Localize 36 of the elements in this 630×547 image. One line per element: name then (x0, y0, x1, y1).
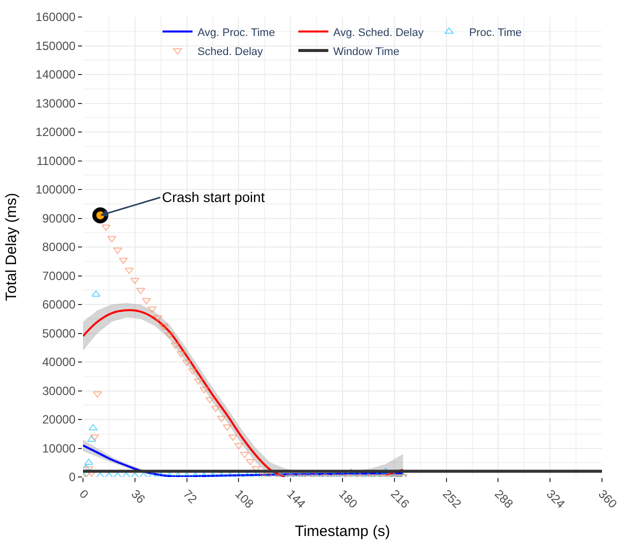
legend-label: Sched. Delay (198, 46, 264, 58)
legend-label: Proc. Time (469, 26, 522, 39)
x-tick-label: 36 (128, 486, 148, 506)
x-tick-label: 324 (544, 486, 568, 512)
y-tick-label: 30000 (42, 384, 76, 398)
y-tick-label: 40000 (42, 355, 76, 370)
y-tick-label: 20000 (42, 412, 76, 427)
y-tick-label: 0 (68, 470, 76, 484)
y-tick-label: 10000 (42, 441, 76, 456)
y-tick-label: 80000 (42, 240, 76, 254)
y-tick-label: 70000 (42, 268, 76, 283)
x-axis-title: Timestamp (s) (294, 523, 390, 540)
y-axis-title: Total Delay (ms) (2, 192, 20, 302)
y-tick-label: 120000 (36, 125, 76, 140)
y-tick-label: 50000 (42, 326, 76, 340)
x-tick-label: 252 (440, 486, 464, 512)
x-tick-label: 180 (336, 486, 360, 512)
x-tick-label: 288 (492, 486, 516, 512)
y-tick-label: 90000 (42, 211, 76, 226)
y-tick-label: 100000 (36, 182, 76, 197)
x-tick-label: 360 (596, 486, 620, 512)
y-tick-label: 130000 (36, 96, 76, 110)
x-tick-label: 0 (76, 486, 92, 502)
legend-label: Avg. Proc. Time (198, 26, 275, 39)
x-tick-label: 216 (388, 486, 412, 512)
y-tick-label: 140000 (36, 68, 76, 82)
y-tick-label: 150000 (36, 38, 76, 53)
x-tick-label: 144 (284, 486, 309, 512)
y-tick-label: 60000 (42, 298, 76, 312)
legend-label: Avg. Sched. Delay (333, 26, 424, 39)
x-tick-label: 108 (232, 486, 257, 512)
annotation: Crash start point (162, 189, 265, 205)
y-tick-label: 110000 (36, 154, 76, 168)
x-tick-label: 72 (180, 486, 200, 506)
legend-label: Window Time (333, 46, 400, 58)
y-tick-label: 160000 (36, 10, 76, 24)
